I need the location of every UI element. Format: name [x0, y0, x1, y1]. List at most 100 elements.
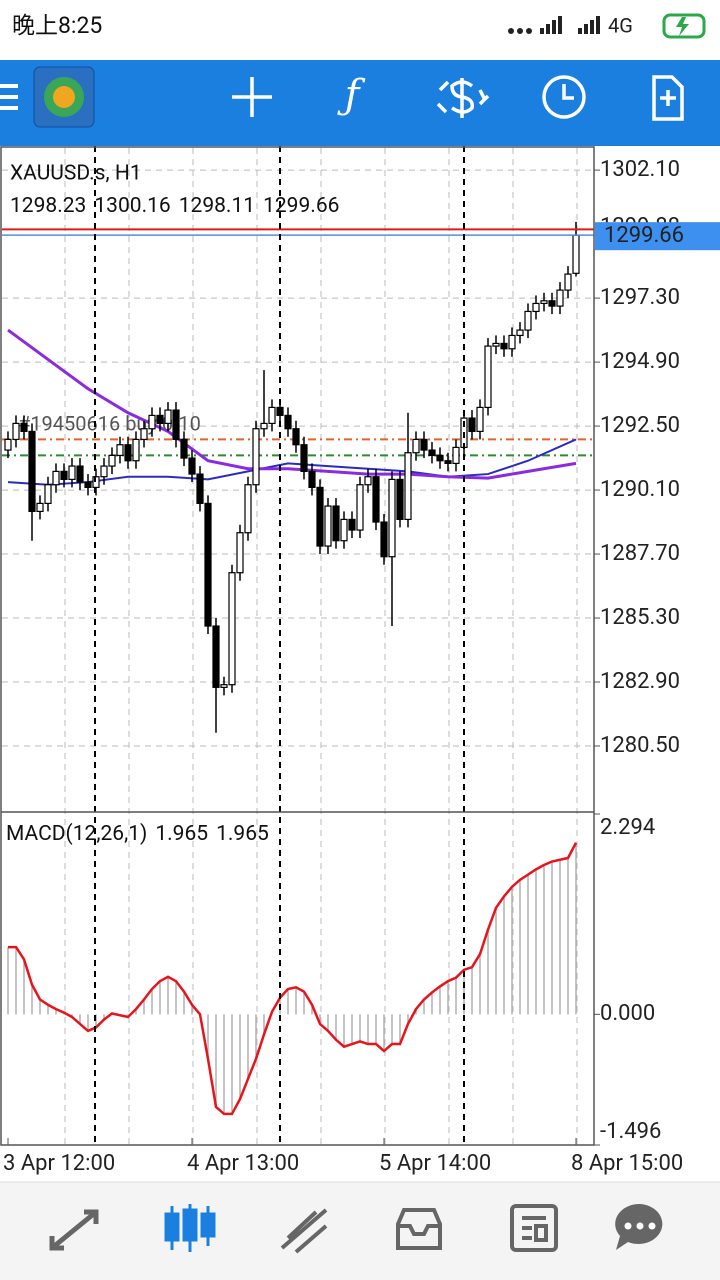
candle-body — [396, 478, 404, 520]
candle-body — [44, 484, 52, 504]
macd-value: 1.965 — [155, 822, 208, 846]
candle-body — [132, 438, 140, 462]
ohlc-low: 1298.11 — [179, 194, 255, 218]
candle-body — [140, 428, 148, 441]
candle-body — [36, 502, 44, 512]
candle-body — [484, 345, 492, 409]
candle-body — [548, 300, 556, 307]
ohlc-readout: 1298.23 1300.16 1298.11 1299.66 — [10, 194, 339, 218]
candle-body — [324, 505, 332, 547]
symbol-title: XAUUSD.s, H1 — [10, 162, 142, 186]
x-tick-label: 5 Apr 14:00 — [379, 1151, 491, 1176]
candle-body — [4, 438, 12, 451]
candle-body — [180, 438, 188, 459]
candle-body — [428, 449, 436, 457]
crosshair-button[interactable] — [232, 77, 272, 117]
macd-signal: 1.965 — [216, 822, 269, 846]
y-tick-label: 0.000 — [600, 1001, 655, 1026]
candle-body — [60, 470, 68, 480]
candle-body — [220, 684, 228, 688]
history-button[interactable] — [542, 75, 586, 119]
new-chart-button[interactable] — [652, 75, 684, 121]
bid-label: 1299.66 — [604, 223, 684, 248]
battery — [662, 13, 706, 39]
macd-line — [8, 842, 578, 1116]
candle-body — [28, 430, 36, 512]
chart-frame — [0, 146, 595, 1146]
candle-body — [388, 478, 396, 558]
candle-body — [12, 422, 20, 441]
candle-body — [516, 329, 524, 337]
ohlc-open: 1298.23 — [10, 194, 86, 218]
trade-tab[interactable] — [280, 1208, 328, 1254]
app-icon-badge — [53, 86, 75, 108]
status-time: 晚上8:25 — [12, 12, 102, 39]
candle-body — [156, 414, 164, 425]
candle-body — [300, 444, 308, 473]
candle-body — [452, 446, 460, 465]
candle-body — [356, 484, 364, 531]
candle-body — [172, 409, 180, 441]
candle-body — [316, 486, 324, 547]
candle-body — [308, 470, 316, 488]
moving-average — [7, 328, 577, 480]
candle-body — [204, 502, 212, 627]
candle-body — [420, 438, 428, 451]
candle-body — [476, 406, 484, 433]
candle-body — [268, 406, 276, 425]
candle-body — [76, 465, 84, 483]
y-tick-label: 1294.90 — [600, 349, 680, 374]
candle-body — [380, 521, 388, 558]
candle-body — [348, 518, 356, 531]
candle-body — [500, 342, 508, 350]
chart-tab[interactable] — [164, 1204, 216, 1252]
network-type: 4G — [608, 13, 633, 37]
history-tab[interactable] — [396, 1208, 442, 1250]
y-tick-label: 2.294 — [600, 815, 655, 840]
candle-body — [564, 273, 572, 291]
y-tick-label: 1297.30 — [600, 285, 680, 310]
y-tick-label: 1302.10 — [600, 157, 680, 182]
y-tick-label: 1280.50 — [600, 733, 680, 758]
candle-body — [52, 470, 60, 486]
candle-body — [364, 476, 372, 486]
candle-body — [540, 300, 548, 305]
x-tick-label: 4 Apr 13:00 — [187, 1151, 299, 1176]
bid-label-box — [595, 222, 720, 251]
candle-body — [332, 505, 340, 542]
candle-body — [404, 452, 412, 520]
battery-bolt — [676, 17, 689, 36]
candle-body — [292, 428, 300, 446]
x-tick-label: 3 Apr 12:00 — [3, 1151, 115, 1176]
candle-body — [468, 417, 476, 433]
trade-button[interactable] — [436, 78, 490, 118]
chat-tab[interactable] — [615, 1203, 663, 1250]
candle-body — [524, 310, 532, 331]
quotes-tab[interactable] — [49, 1209, 99, 1251]
candle-body — [84, 481, 92, 488]
candle-body — [116, 444, 124, 457]
menu-button[interactable] — [0, 84, 18, 110]
candle-body — [436, 454, 444, 462]
candle-body — [20, 422, 28, 433]
candle-body — [228, 572, 236, 686]
candle-body — [412, 438, 420, 454]
candle-body — [124, 444, 132, 462]
candle-body — [188, 457, 196, 475]
candle-body — [244, 484, 252, 534]
candle-body — [260, 422, 268, 430]
candle-body — [212, 625, 220, 688]
ohlc-high: 1300.16 — [94, 194, 170, 218]
x-tick-label: 8 Apr 15:00 — [571, 1151, 683, 1176]
candle-body — [372, 476, 380, 523]
y-tick-label: 1282.90 — [600, 669, 680, 694]
moving-average — [7, 438, 577, 486]
bottom-nav — [0, 1182, 720, 1280]
chart-area — [1, 146, 719, 1182]
y-tick-label: 1285.30 — [600, 605, 680, 630]
candle-body — [340, 518, 348, 542]
y-tick-label: -1.496 — [600, 1119, 661, 1144]
news-tab[interactable] — [510, 1204, 558, 1252]
